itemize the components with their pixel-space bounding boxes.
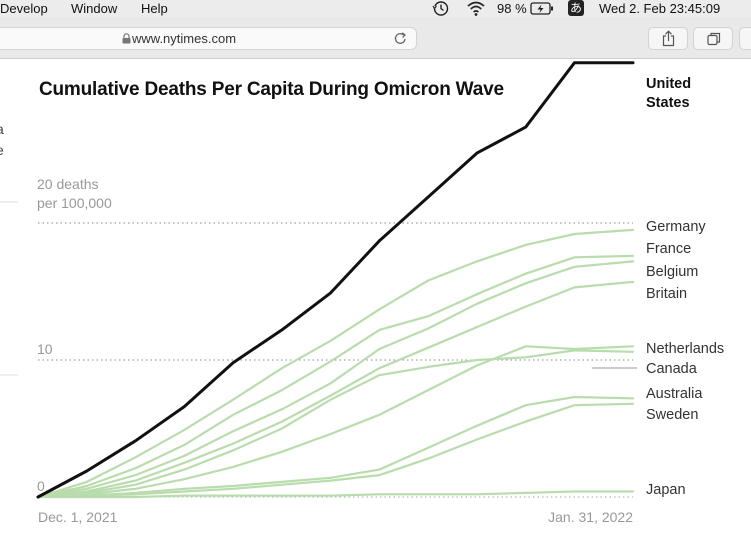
y-axis-unit-label: per 100,000 bbox=[37, 195, 112, 211]
series-label-united-states: States bbox=[646, 95, 690, 111]
article-page: a e Cumulative Deaths Per Capita During … bbox=[0, 59, 751, 537]
series-line-sweden bbox=[36, 402, 635, 499]
menu-develop[interactable]: Develop bbox=[0, 1, 48, 16]
clipped-text-fragment: e bbox=[0, 142, 4, 158]
series-line-japan bbox=[36, 490, 635, 499]
series-line-canada bbox=[36, 345, 635, 499]
tabs-overview-button[interactable] bbox=[693, 27, 733, 50]
series-label-australia: Australia bbox=[646, 386, 703, 402]
battery-charging-icon[interactable] bbox=[530, 1, 554, 16]
share-button[interactable] bbox=[648, 27, 688, 50]
new-tab-button[interactable] bbox=[739, 27, 751, 50]
address-bar[interactable]: www.nytimes.com bbox=[0, 27, 417, 50]
y-tick-label: 0 bbox=[37, 478, 45, 494]
series-line-france bbox=[36, 254, 635, 499]
url-text[interactable]: www.nytimes.com bbox=[132, 31, 237, 46]
reload-icon[interactable] bbox=[393, 31, 408, 46]
series-label-netherlands: Netherlands bbox=[646, 341, 724, 357]
series-line-netherlands bbox=[36, 349, 635, 499]
chart-title: Cumulative Deaths Per Capita During Omic… bbox=[39, 79, 504, 100]
x-tick-label: Jan. 31, 2022 bbox=[548, 509, 633, 525]
series-label-britain: Britain bbox=[646, 286, 687, 302]
series-label-belgium: Belgium bbox=[646, 264, 698, 280]
series-line-australia bbox=[36, 395, 635, 499]
menu-bar: Develop Window Help 98 % あ Wed 2. Feb 23… bbox=[0, 0, 751, 17]
series-line-belgium bbox=[36, 260, 635, 499]
y-axis-unit-label: 20 deaths bbox=[37, 176, 99, 192]
y-tick-label: 10 bbox=[37, 341, 53, 357]
wifi-icon[interactable] bbox=[466, 0, 486, 17]
chart: 0 10 20 deaths per 100,000 United States Ger… bbox=[36, 61, 724, 525]
series-label-sweden: Sweden bbox=[646, 407, 698, 423]
share-icon bbox=[662, 30, 675, 47]
series-label-germany: Germany bbox=[646, 219, 706, 235]
menu-help[interactable]: Help bbox=[141, 1, 168, 16]
series-label-united-states: United bbox=[646, 76, 691, 92]
input-method-icon[interactable]: あ bbox=[568, 0, 584, 16]
clock[interactable]: Wed 2. Feb 23:45:09 bbox=[599, 1, 721, 16]
series-line-united-states bbox=[36, 61, 635, 499]
x-tick-label: Dec. 1, 2021 bbox=[38, 509, 118, 525]
menu-window[interactable]: Window bbox=[71, 1, 118, 16]
clipped-text-fragment: a bbox=[0, 121, 4, 137]
series-label-canada: Canada bbox=[646, 361, 698, 377]
series-line-britain bbox=[36, 280, 635, 499]
battery-percent: 98 % bbox=[497, 1, 527, 16]
lock-icon bbox=[122, 33, 131, 44]
tabs-icon bbox=[707, 32, 721, 46]
series-label-france: France bbox=[646, 241, 691, 257]
browser-toolbar: www.nytimes.com bbox=[0, 17, 751, 59]
series-label-japan: Japan bbox=[646, 482, 686, 498]
time-machine-icon[interactable] bbox=[431, 0, 451, 17]
series-line-germany bbox=[36, 228, 635, 499]
